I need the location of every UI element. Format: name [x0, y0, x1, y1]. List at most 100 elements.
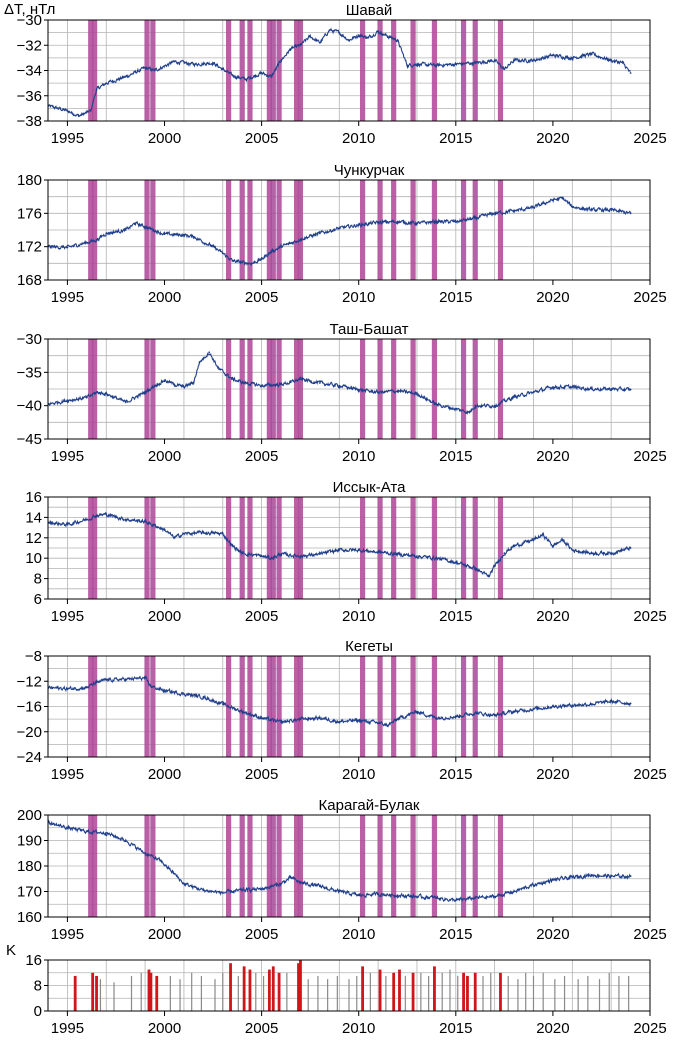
- data-point: [85, 241, 88, 244]
- storm-band: [460, 180, 467, 280]
- data-point: [464, 219, 467, 221]
- k-bar-storm: [91, 972, 95, 1011]
- x-tick-label: 2015: [439, 608, 472, 625]
- k-bar: [563, 975, 566, 1011]
- data-point: [260, 888, 263, 890]
- data-point: [241, 552, 244, 554]
- k-bar-storm: [147, 969, 151, 1011]
- data-point: [377, 221, 380, 224]
- k-bar: [428, 975, 430, 1011]
- k-bar-storm: [248, 969, 252, 1011]
- x-tick-label: 2025: [633, 766, 666, 783]
- storm-band: [144, 815, 150, 917]
- data-point: [532, 884, 535, 887]
- x-tick-label: 2015: [439, 1020, 472, 1037]
- panel-4: 6 8 10 12 14 16 1995 2000 2005 2010 2015 2020 2025 Ис…: [25, 479, 666, 625]
- storm-band: [226, 180, 232, 280]
- plot-frame: [47, 338, 651, 440]
- k-bar: [130, 975, 133, 1011]
- storm-band: [497, 656, 504, 757]
- storm-band: [293, 20, 300, 121]
- data-point: [454, 715, 457, 718]
- data-point: [163, 528, 166, 531]
- storm-band: [431, 656, 438, 757]
- storm-band: [410, 339, 416, 439]
- data-point: [260, 384, 263, 387]
- data-point: [493, 714, 496, 717]
- storm-band: [377, 815, 383, 917]
- storm-band: [297, 815, 304, 917]
- storm-band: [410, 497, 416, 599]
- storm-band: [247, 497, 253, 599]
- data-point: [124, 229, 127, 231]
- data-point: [95, 391, 98, 394]
- k-bar: [222, 972, 224, 1011]
- y-tick-label: −12: [17, 673, 42, 690]
- storm-band: [266, 339, 272, 439]
- data-point: [173, 536, 176, 539]
- data-point: [66, 399, 69, 402]
- x-tick-label: 2000: [148, 926, 181, 943]
- data-point: [260, 72, 263, 74]
- x-tick-label: 2010: [342, 289, 375, 306]
- data-point: [454, 220, 457, 223]
- data-point: [532, 206, 535, 209]
- storm-band: [472, 339, 478, 439]
- data-point: [134, 222, 137, 225]
- storm-band: [297, 20, 304, 121]
- data-point: [183, 692, 185, 695]
- data-point: [318, 553, 321, 556]
- storm-band: [144, 656, 150, 757]
- data-point: [153, 69, 156, 72]
- k-bar: [356, 975, 358, 1011]
- data-point: [144, 391, 146, 394]
- x-tick-label: 2025: [633, 130, 666, 147]
- k-bar-storm: [398, 969, 401, 1011]
- data-point: [66, 523, 69, 526]
- y-tick-label: 8: [34, 978, 42, 995]
- x-tick-label: 1995: [51, 766, 84, 783]
- data-point: [493, 895, 496, 898]
- x-tick-label: 2025: [633, 926, 666, 943]
- data-point: [221, 703, 224, 705]
- storm-band: [150, 815, 156, 917]
- x-tick-label: 2010: [342, 766, 375, 783]
- data-point: [173, 383, 176, 386]
- y-tick-label: 12: [25, 530, 42, 547]
- y-tick-label: 14: [25, 509, 42, 526]
- storm-band: [410, 656, 416, 757]
- y-tick-label: 170: [17, 884, 42, 901]
- y-tick-label: 10: [25, 550, 42, 567]
- panel-title: Иссык-Ата: [333, 479, 406, 496]
- k-bar: [191, 972, 193, 1011]
- data-point: [590, 703, 593, 705]
- storm-band: [239, 180, 245, 280]
- data-point: [571, 549, 574, 551]
- data-point: [328, 29, 331, 31]
- y-tick-label: 16: [25, 952, 42, 969]
- storm-band: [460, 815, 467, 917]
- k-bar-storm: [95, 975, 98, 1011]
- data-point: [487, 575, 490, 578]
- k-bar-storm: [411, 972, 415, 1011]
- storm-band: [276, 339, 282, 439]
- data-point: [208, 351, 211, 354]
- data-point: [124, 401, 127, 404]
- data-point: [144, 67, 146, 69]
- data-point: [357, 719, 360, 722]
- y-tick-label: −32: [17, 37, 42, 54]
- data-point: [124, 678, 127, 681]
- storm-band: [92, 180, 98, 280]
- data-point: [396, 553, 399, 556]
- x-tick-label: 2005: [245, 289, 278, 306]
- data-point: [318, 716, 321, 719]
- data-point: [280, 383, 282, 386]
- y-tick-label: −8: [25, 648, 42, 665]
- storm-band: [88, 339, 94, 439]
- k-bar: [507, 975, 509, 1011]
- storm-band: [431, 815, 438, 917]
- data-point: [474, 711, 477, 714]
- storm-band: [276, 815, 282, 917]
- data-point: [299, 44, 302, 47]
- k-bar: [404, 975, 406, 1011]
